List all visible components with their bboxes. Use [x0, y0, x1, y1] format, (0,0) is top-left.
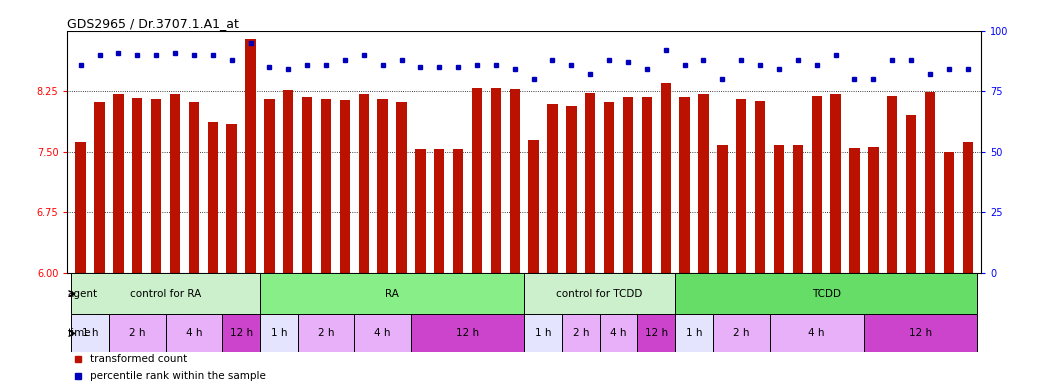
Bar — [260, 314, 298, 353]
Bar — [132, 98, 142, 273]
Text: control for TCDD: control for TCDD — [556, 289, 643, 299]
Bar — [411, 314, 524, 353]
Bar — [321, 99, 331, 273]
Bar — [302, 97, 312, 273]
Bar — [812, 96, 822, 273]
Bar — [472, 88, 483, 273]
Bar — [585, 93, 596, 273]
Text: 4 h: 4 h — [809, 328, 825, 338]
Bar — [641, 97, 652, 273]
Bar — [415, 149, 426, 273]
Bar — [378, 99, 388, 273]
Bar — [675, 314, 713, 353]
Bar — [675, 273, 977, 314]
Bar — [755, 101, 765, 273]
Text: time: time — [67, 328, 91, 338]
Text: TCDD: TCDD — [812, 289, 841, 299]
Bar — [354, 314, 411, 353]
Bar — [491, 88, 501, 273]
Bar — [680, 97, 690, 273]
Text: transformed count: transformed count — [90, 354, 188, 364]
Bar — [528, 140, 539, 273]
Text: 1 h: 1 h — [82, 328, 99, 338]
Text: 1 h: 1 h — [686, 328, 703, 338]
Bar — [222, 314, 260, 353]
Text: 4 h: 4 h — [610, 328, 627, 338]
Bar — [717, 146, 728, 273]
Text: 2 h: 2 h — [573, 328, 589, 338]
Bar — [660, 83, 671, 273]
Bar — [72, 273, 260, 314]
Bar — [769, 314, 864, 353]
Bar — [562, 314, 600, 353]
Bar — [208, 122, 218, 273]
Bar — [793, 146, 803, 273]
Bar — [245, 39, 255, 273]
Bar — [736, 99, 746, 273]
Bar — [925, 92, 935, 273]
Bar — [397, 102, 407, 273]
Bar — [358, 94, 368, 273]
Bar — [170, 94, 181, 273]
Bar — [260, 273, 524, 314]
Text: 2 h: 2 h — [733, 328, 749, 338]
Text: 4 h: 4 h — [186, 328, 202, 338]
Text: GDS2965 / Dr.3707.1.A1_at: GDS2965 / Dr.3707.1.A1_at — [67, 17, 240, 30]
Text: RA: RA — [385, 289, 399, 299]
Bar — [713, 314, 769, 353]
Bar — [962, 142, 973, 273]
Bar — [94, 102, 105, 273]
Bar — [166, 314, 222, 353]
Bar — [906, 116, 917, 273]
Bar — [524, 273, 675, 314]
Bar — [600, 314, 637, 353]
Text: percentile rank within the sample: percentile rank within the sample — [90, 371, 266, 381]
Bar — [864, 314, 977, 353]
Text: 12 h: 12 h — [229, 328, 252, 338]
Text: 1 h: 1 h — [535, 328, 551, 338]
Bar — [637, 314, 675, 353]
Bar — [151, 99, 161, 273]
Bar — [868, 147, 878, 273]
Bar — [434, 149, 444, 273]
Bar — [298, 314, 354, 353]
Text: 2 h: 2 h — [129, 328, 145, 338]
Bar — [623, 97, 633, 273]
Bar — [76, 142, 86, 273]
Text: 12 h: 12 h — [909, 328, 932, 338]
Text: 4 h: 4 h — [375, 328, 391, 338]
Bar — [773, 146, 784, 273]
Bar — [944, 152, 954, 273]
Bar — [109, 314, 166, 353]
Bar — [524, 314, 562, 353]
Text: 12 h: 12 h — [456, 328, 480, 338]
Bar — [339, 100, 350, 273]
Bar — [72, 314, 109, 353]
Bar — [453, 149, 463, 273]
Bar — [113, 94, 124, 273]
Bar — [699, 94, 709, 273]
Bar — [887, 96, 898, 273]
Text: 1 h: 1 h — [271, 328, 288, 338]
Bar — [265, 99, 275, 273]
Bar — [189, 102, 199, 273]
Bar — [510, 89, 520, 273]
Bar — [566, 106, 576, 273]
Bar — [547, 104, 557, 273]
Text: agent: agent — [67, 289, 98, 299]
Bar — [849, 148, 859, 273]
Bar — [226, 124, 237, 273]
Text: control for RA: control for RA — [130, 289, 201, 299]
Bar — [283, 89, 294, 273]
Text: 2 h: 2 h — [318, 328, 334, 338]
Text: 12 h: 12 h — [645, 328, 667, 338]
Bar — [830, 94, 841, 273]
Bar — [604, 102, 614, 273]
